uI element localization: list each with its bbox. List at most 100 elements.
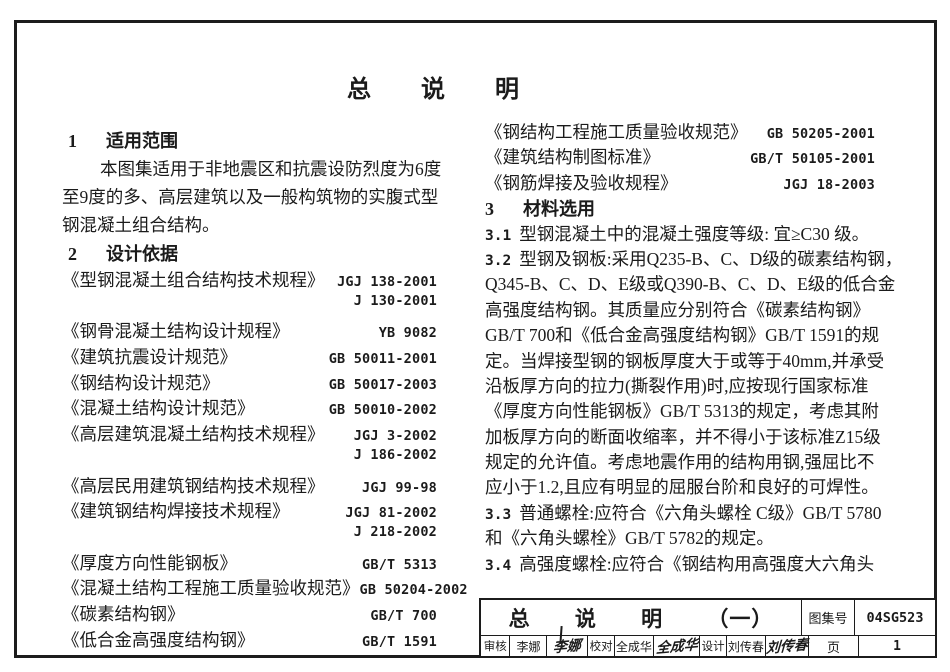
text-line: Q345-B、C、D、E级或Q390-B、C、D、E级的低合金 (485, 271, 925, 296)
standard-code: GB/T 1591 (362, 633, 437, 650)
standard-row: J 218-2002 (62, 524, 437, 550)
standard-row: J 186-2002 (62, 447, 437, 473)
clause-text: 《厚度方向性能钢板》GB/T 5313的规定，考虑其附 (485, 401, 879, 422)
standard-name: 《高层民用建筑钢结构技术规程》 (62, 475, 325, 496)
text-line: 3.1 型钢混凝土中的混凝土强度等级: 宜≥C30 级。 (485, 221, 925, 246)
clause-text: 应小于1.2,且应有明显的屈服台阶和良好的可焊性。 (485, 477, 879, 498)
standard-name: 《低合金高强度结构钢》 (62, 629, 255, 650)
text-line: 规定的允许值。考虑地震作用的结构用钢,强屈比不 (485, 449, 925, 474)
standard-name: 《钢骨混凝土结构设计规程》 (62, 321, 290, 342)
clause-text: 型钢混凝土中的混凝土强度等级: 宜≥C30 级。 (519, 223, 870, 244)
standard-name: 《建筑结构制图标准》 (485, 147, 660, 168)
clause-text: 加板厚方向的断面收缩率，并不得小于该标准Z15级 (485, 426, 881, 447)
standard-name: 《建筑抗震设计规范》 (62, 347, 237, 368)
text-line: 加板厚方向的断面收缩率，并不得小于该标准Z15级 (485, 424, 925, 449)
clause-text: Q345-B、C、D、E级或Q390-B、C、D、E级的低合金 (485, 274, 896, 295)
standard-row: 《混凝土结构工程施工质量验收规范》 GB 50204-2002 (62, 575, 468, 601)
scope-text-line: 钢混凝土组合结构。 (62, 215, 220, 235)
text-line: 应小于1.2,且应有明显的屈服台阶和良好的可焊性。 (485, 474, 925, 499)
section-2-title: 设计依据 (106, 244, 178, 264)
materials-text: 3.1 型钢混凝土中的混凝土强度等级: 宜≥C30 级。 3.2 型钢及钢板:采用Q… (485, 221, 925, 576)
title-block-row-1: 总 说 明 （一） 图集号 04SG523 (481, 600, 935, 635)
section-3-heading: 3 材料选用 (485, 195, 925, 220)
signature-text: 李娜 (552, 638, 582, 657)
designer-name: 刘传春 (725, 636, 765, 656)
standard-row: 《低合金高强度结构钢》 GB/T 1591 (62, 627, 437, 653)
standard-code: GB/T 50105-2001 (750, 151, 875, 168)
text-line: 3.2 型钢及钢板:采用Q235-B、C、D级的碳素结构钢， (485, 246, 925, 271)
standard-code: JGJ 3-2002 (353, 428, 437, 445)
standard-name: 《建筑钢结构焊接技术规程》 (62, 501, 290, 522)
text-line: 和《六角头螺栓》GB/T 5782的规定。 (485, 525, 925, 550)
standard-code: GB 50205-2001 (766, 126, 875, 142)
standard-row: 《建筑结构制图标准》 GB/T 50105-2001 (485, 144, 875, 169)
standard-name: 《厚度方向性能钢板》 (62, 552, 237, 573)
reviewer-label: 审核 (483, 641, 507, 653)
standard-code: J 186-2002 (353, 446, 437, 463)
atlas-number-value: 04SG523 (854, 600, 935, 635)
right-column: 《钢结构工程施工质量验收规范》 GB 50205-2001 《建筑结构制图标准》… (485, 119, 925, 576)
section-1-number: 1 (68, 131, 77, 151)
section-3-number: 3 (485, 199, 494, 220)
title-block: 总 说 明 （一） 图集号 04SG523 审核 李娜 李娜 校对 全成华 全成… (479, 598, 937, 658)
standard-row: 《建筑钢结构焊接技术规程》 JGJ 81-2002 (62, 498, 437, 524)
standard-code: GB 50011-2001 (328, 351, 437, 368)
standard-name: 《混凝土结构设计规范》 (62, 398, 255, 419)
section-2-number: 2 (68, 244, 77, 264)
sheet-title: 总 说 明 （一） (508, 606, 774, 631)
clause-text: 高强度螺栓:应符合《钢结构用高强度大六角头 (519, 553, 875, 574)
standards-list-left: 《型钢混凝土组合结构技术规程》 JGJ 138-2001 J 130-2001 … (62, 267, 468, 653)
standard-row: 《钢骨混凝土结构设计规程》 YB 9082 (62, 318, 437, 344)
clause-number: 3.1 (485, 227, 512, 244)
clause-text: 定。当焊接型钢的钢板厚度大于或等于40mm,并承受 (485, 350, 885, 371)
clause-number: 3.3 (485, 506, 512, 523)
left-column: 1 适用范围 本图集适用于非地震区和抗震设防烈度为6度 至9度的多、高层建筑以及一… (62, 127, 468, 653)
text-line: 《厚度方向性能钢板》GB/T 5313的规定，考虑其附 (485, 398, 925, 423)
standard-code: GB/T 5313 (362, 556, 437, 573)
standard-row: 《厚度方向性能钢板》 GB/T 5313 (62, 550, 437, 576)
signature-text: 全成华 (655, 638, 698, 657)
designer-label: 设计 (699, 636, 726, 656)
page-number-value: 1 (858, 636, 935, 656)
reviewer-signature: 李娜 (546, 636, 587, 656)
title-block-row-2: 审核 李娜 李娜 校对 全成华 全成华 设计 刘传春 刘传春 页 1 (481, 635, 935, 657)
standard-row: J 130-2001 (62, 293, 437, 319)
standard-code: GB 50017-2003 (328, 376, 437, 393)
standard-code: GB 50204-2002 (359, 582, 468, 599)
text-line: 高强度结构钢。其质量应分别符合《碳素结构钢》 (485, 297, 925, 322)
reviewer-name: 李娜 (509, 636, 546, 656)
text-line: 沿板厚方向的拉力(撕裂作用)时,应按现行国家标准 (485, 373, 925, 398)
text-line: 3.4 高强度螺栓:应符合《钢结构用高强度大六角头 (485, 551, 925, 576)
scope-text-line: 本图集适用于非地震区和抗震设防烈度为6度 (100, 159, 442, 179)
standard-name: 《碳素结构钢》 (62, 603, 185, 624)
text-line: 3.3 普通螺栓:应符合《六角头螺栓 C级》GB/T 5780 (485, 500, 925, 525)
section-1-heading: 1 适用范围 (62, 127, 440, 156)
signature-text: 刘传春 (765, 638, 809, 657)
clause-text: 沿板厚方向的拉力(撕裂作用)时,应按现行国家标准 (485, 375, 869, 396)
clause-text: 普通螺栓:应符合《六角头螺栓 C级》GB/T 5780 (519, 502, 882, 523)
standard-code: YB 9082 (378, 325, 437, 342)
checker-label: 校对 (587, 636, 614, 656)
standard-row: 《型钢混凝土组合结构技术规程》 JGJ 138-2001 (62, 267, 437, 293)
standard-code: JGJ 138-2001 (337, 274, 437, 290)
standard-row: 《钢结构工程施工质量验收规范》 GB 50205-2001 (485, 119, 875, 144)
standard-name: 《型钢混凝土组合结构技术规程》 (62, 270, 325, 290)
standard-code: JGJ 99-98 (362, 479, 437, 496)
page-label: 页 (807, 636, 858, 656)
standard-name: 《钢结构工程施工质量验收规范》 (485, 122, 748, 142)
standards-list-right: 《钢结构工程施工质量验收规范》 GB 50205-2001 《建筑结构制图标准》… (485, 119, 875, 195)
section-1-title: 适用范围 (106, 131, 178, 151)
standard-name: 《高层建筑混凝土结构技术规程》 (62, 424, 325, 445)
section-2-heading: 2 设计依据 (62, 240, 440, 267)
standard-row: 《建筑抗震设计规范》 GB 50011-2001 (62, 344, 437, 370)
standard-row: 《高层建筑混凝土结构技术规程》 JGJ 3-2002 (62, 421, 437, 447)
standard-name: 《钢筋焊接及验收规程》 (485, 172, 678, 193)
standard-code: J 130-2001 (353, 292, 437, 309)
standard-code: J 218-2002 (353, 523, 437, 540)
standard-row: 《碳素结构钢》 GB/T 700 (62, 601, 437, 627)
clause-number: 3.4 (485, 557, 512, 574)
standard-code: GB/T 700 (370, 607, 437, 624)
drawing-sheet: 总 说 明 1 适用范围 本图集适用于非地震区和抗震设防烈度为6度 至9度的多、高… (14, 20, 937, 658)
clause-text: GB/T 700和《低合金高强度结构钢》GB/T 1591的规 (485, 325, 880, 346)
standard-code: JGJ 81-2002 (345, 505, 437, 522)
